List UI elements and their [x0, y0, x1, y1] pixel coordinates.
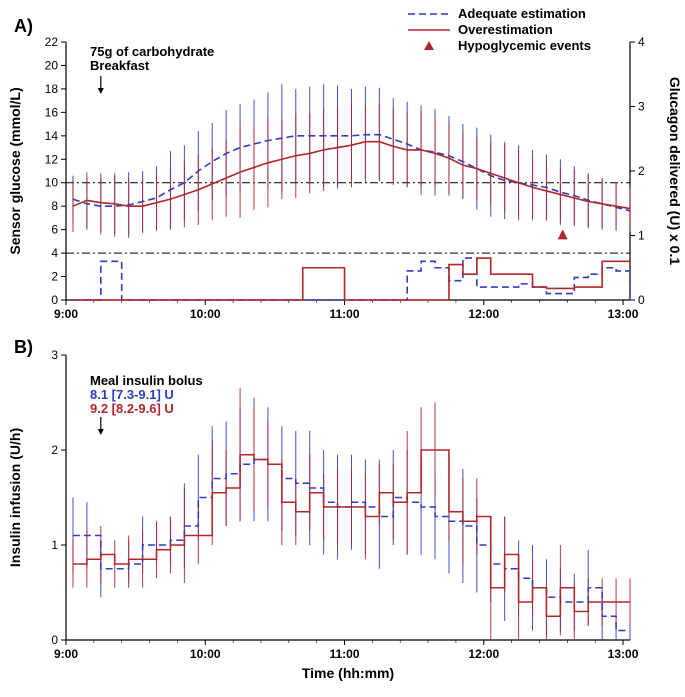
svg-text:12:00: 12:00 — [468, 307, 499, 321]
svg-text:9:00: 9:00 — [54, 307, 78, 321]
svg-text:2: 2 — [638, 164, 645, 178]
hypoglycemic-event-icon — [558, 229, 568, 239]
svg-text:13:00: 13:00 — [608, 647, 639, 661]
svg-text:0: 0 — [51, 633, 58, 647]
annotation-text: 9.2 [8.2-9.6] U — [90, 401, 174, 416]
svg-text:16: 16 — [45, 105, 59, 119]
svg-text:3: 3 — [638, 100, 645, 114]
svg-text:0: 0 — [638, 293, 645, 307]
legend-triangle — [424, 41, 434, 50]
svg-text:14: 14 — [45, 129, 59, 143]
figure-svg: Adequate estimationOverestimationHypogly… — [0, 0, 685, 692]
svg-text:22: 22 — [45, 35, 59, 49]
svg-text:8: 8 — [51, 199, 58, 213]
svg-text:10:00: 10:00 — [190, 307, 221, 321]
svg-text:10: 10 — [45, 176, 59, 190]
svg-text:20: 20 — [45, 58, 59, 72]
y-axis-title-left: Insulin infusion (U/h) — [7, 428, 23, 567]
svg-text:1: 1 — [638, 229, 645, 243]
svg-text:10:00: 10:00 — [190, 647, 221, 661]
svg-text:6: 6 — [51, 223, 58, 237]
svg-text:0: 0 — [51, 293, 58, 307]
annotation-text: 75g of carbohydrate — [90, 44, 214, 59]
annotation-text: Breakfast — [90, 58, 150, 73]
svg-text:4: 4 — [51, 246, 58, 260]
svg-text:12: 12 — [45, 152, 59, 166]
legend-label: Adequate estimation — [458, 6, 586, 21]
svg-text:2: 2 — [51, 443, 58, 457]
svg-text:11:00: 11:00 — [330, 307, 360, 321]
svg-text:9:00: 9:00 — [54, 647, 78, 661]
annotation-text: Meal insulin bolus — [90, 373, 203, 388]
arrow-down-icon — [98, 88, 104, 94]
annotation-text: 8.1 [7.3-9.1] U — [90, 387, 174, 402]
y-axis-title-right: Glucagon delivered (U) x 0.1 — [667, 77, 683, 265]
svg-text:3: 3 — [51, 348, 58, 362]
svg-text:18: 18 — [45, 82, 59, 96]
arrow-down-icon — [98, 429, 104, 435]
y-axis-title-left: Sensor glucose (mmol/L) — [7, 87, 23, 254]
legend-label: Overestimation — [458, 22, 553, 37]
svg-text:1: 1 — [51, 538, 58, 552]
x-axis-title: Time (hh:mm) — [302, 665, 394, 681]
svg-text:4: 4 — [638, 35, 645, 49]
panel-label: B) — [14, 337, 33, 357]
panel-label: A) — [14, 16, 33, 36]
svg-text:13:00: 13:00 — [608, 307, 639, 321]
svg-text:11:00: 11:00 — [330, 647, 360, 661]
legend-label: Hypoglycemic events — [458, 38, 591, 53]
svg-text:2: 2 — [51, 270, 58, 284]
svg-text:12:00: 12:00 — [468, 647, 499, 661]
